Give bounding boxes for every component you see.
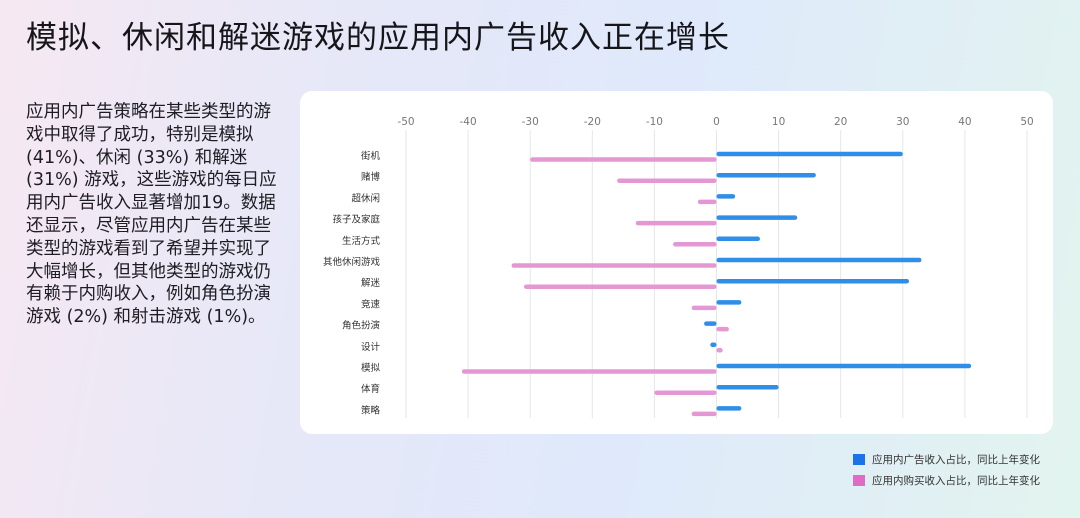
category-label: 竞速 — [361, 298, 381, 310]
x-tick-label: 30 — [896, 116, 909, 128]
iap-revenue-bar — [523, 284, 717, 289]
category-label: 孩子及家庭 — [332, 214, 380, 226]
ad-revenue-bar — [716, 300, 742, 305]
x-tick-label: 40 — [958, 116, 971, 128]
ad-revenue-bar — [710, 342, 717, 348]
iap-revenue-bar — [673, 242, 717, 247]
legend-label-ad: 应用内广告收入占比，同比上年变化 — [872, 454, 1040, 466]
x-tick-label: 50 — [1020, 116, 1033, 128]
x-tick-label: 10 — [772, 116, 785, 128]
chart-card: -50 -40 -30 -20 -10 0 10 20 30 40 50 街机赌博超休闲孩子及家庭生活… — [300, 91, 1053, 434]
category-label: 超休闲 — [351, 192, 380, 204]
x-tick-label: -20 — [584, 116, 601, 128]
legend-item-ad: 应用内广告收入占比，同比上年变化 — [853, 449, 1040, 470]
x-tick-label: -10 — [646, 116, 663, 128]
category-label: 设计 — [361, 341, 381, 353]
category-label: 其他休闲游戏 — [323, 256, 381, 268]
legend-swatch-iap — [853, 475, 865, 486]
ad-revenue-bar — [716, 172, 816, 178]
ad-revenue-bar — [716, 278, 910, 284]
x-tick-label: -50 — [397, 116, 414, 128]
category-label: 角色扮演 — [342, 320, 380, 332]
chart-legend: 应用内广告收入占比，同比上年变化 应用内购买收入占比，同比上年变化 — [853, 449, 1040, 491]
legend-item-iap: 应用内购买收入占比，同比上年变化 — [853, 470, 1040, 491]
ad-revenue-bar — [716, 215, 798, 220]
iap-revenue-bar — [530, 157, 717, 162]
legend-swatch-ad — [853, 454, 865, 465]
iap-revenue-bar — [461, 369, 717, 374]
description-text: 应用内广告策略在某些类型的游戏中取得了成功，特别是模拟 (41%)、休闲 (33… — [26, 102, 277, 328]
legend-label-iap: 应用内购买收入占比，同比上年变化 — [872, 475, 1040, 487]
category-label: 体育 — [361, 383, 380, 395]
category-label: 街机 — [361, 150, 381, 162]
category-label: 策略 — [361, 404, 381, 416]
ad-revenue-bar — [716, 384, 779, 390]
ad-revenue-bar — [716, 406, 742, 411]
x-tick-label: 20 — [834, 116, 847, 128]
iap-revenue-bar — [654, 390, 717, 395]
iap-revenue-bar — [716, 348, 723, 353]
ad-revenue-bar — [716, 236, 760, 242]
iap-revenue-bar — [691, 411, 717, 417]
category-label: 解迷 — [361, 277, 381, 289]
iap-revenue-bar — [511, 263, 717, 268]
ad-revenue-bar — [716, 257, 922, 263]
bar-chart: -50 -40 -30 -20 -10 0 10 20 30 40 50 街机赌博超休闲孩子及家庭生活… — [323, 116, 1034, 418]
x-tick-label: -40 — [460, 116, 477, 128]
ad-revenue-bar — [704, 321, 717, 326]
x-tick-label: -30 — [522, 116, 539, 128]
iap-revenue-bar — [617, 178, 717, 183]
page-title: 模拟、休闲和解迷游戏的应用内广告收入正在增长 — [26, 20, 730, 56]
category-label: 赌博 — [361, 171, 381, 183]
iap-revenue-bar — [691, 305, 717, 311]
ad-revenue-bar — [716, 194, 736, 199]
ad-revenue-bar — [716, 151, 903, 157]
category-label: 模拟 — [361, 362, 381, 374]
category-label: 生活方式 — [342, 235, 381, 247]
iap-revenue-bar — [635, 220, 717, 226]
iap-revenue-bar — [716, 326, 729, 332]
iap-revenue-bar — [697, 199, 717, 205]
ad-revenue-bar — [716, 363, 972, 369]
x-tick-label: 0 — [713, 116, 720, 128]
